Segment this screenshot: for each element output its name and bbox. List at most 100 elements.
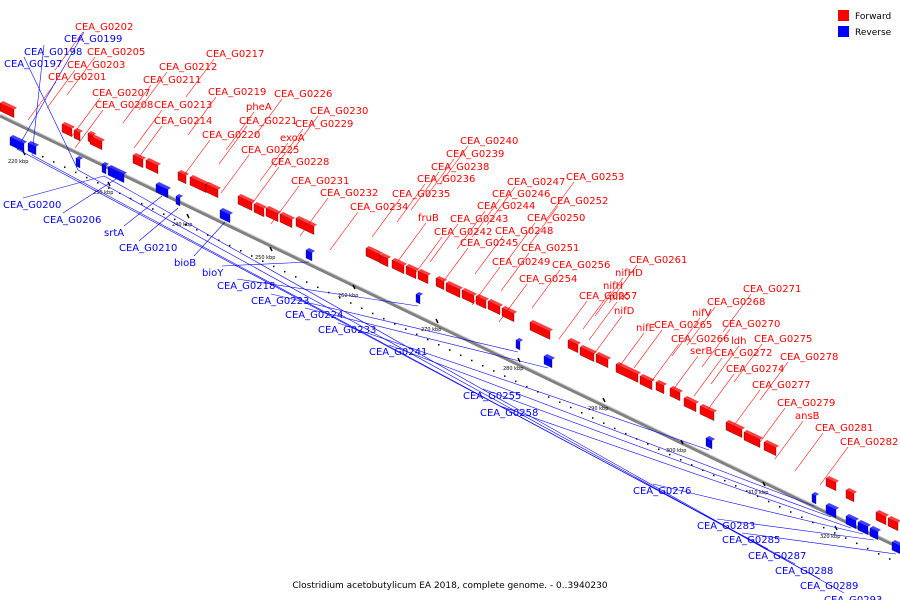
leader-line-forward <box>686 306 716 346</box>
gene-label-forward: CEA_G0254 <box>519 274 577 285</box>
gene-forward <box>825 476 839 491</box>
legend-reverse-label: Reverse <box>855 28 892 38</box>
tick-label: 260 kbp <box>338 293 358 299</box>
leader-line-forward <box>410 171 440 211</box>
leader-line-forward <box>439 145 469 185</box>
tick-mark <box>186 213 190 219</box>
gene-label-forward: CEA_G0235 <box>392 189 450 200</box>
minor-tick <box>768 500 770 503</box>
minor-tick <box>856 542 858 545</box>
gene-reverse <box>101 162 109 175</box>
gene-label-reverse: bioB <box>174 258 196 269</box>
leader-line-forward <box>27 81 57 121</box>
minor-tick <box>559 401 561 404</box>
leader-line-reverse <box>103 175 845 594</box>
leader-line-forward <box>220 154 250 194</box>
gene-forward <box>237 194 255 211</box>
gene-label-forward: CEA_G0208 <box>95 100 153 111</box>
leader-line-forward <box>615 332 645 372</box>
gene-label-forward: CEA_G0231 <box>291 176 349 187</box>
leader-line-forward <box>274 128 304 168</box>
leader-line-reverse <box>499 405 852 529</box>
gene-forward <box>763 440 779 456</box>
leader-line-forward <box>633 329 663 369</box>
gene-label-forward: CEA_G0205 <box>87 47 145 58</box>
leader-line-forward <box>693 357 723 397</box>
gene-forward <box>487 299 503 315</box>
gene-label-forward: CEA_G0274 <box>726 364 784 375</box>
gene-label-reverse: CEA_G0276 <box>633 486 691 497</box>
gene-label-reverse: CEA_G0258 <box>480 408 538 419</box>
gene-forward <box>132 153 146 168</box>
leader-line-forward <box>774 420 804 460</box>
minor-tick <box>845 537 847 539</box>
minor-tick <box>570 406 572 409</box>
gene-forward <box>615 362 641 383</box>
gene-label-reverse: CEA_G0206 <box>43 215 101 226</box>
gene-reverse <box>825 503 839 518</box>
gene-reverse <box>515 338 523 351</box>
leader-line-reverse <box>31 44 45 156</box>
gene-forward <box>205 182 221 198</box>
leader-line-forward <box>733 343 763 383</box>
leader-line-forward <box>329 211 359 251</box>
minor-tick <box>317 286 319 289</box>
minor-tick <box>53 161 55 163</box>
gene-label-forward: nifE <box>636 323 655 334</box>
minor-tick <box>581 411 583 414</box>
gene-forward <box>669 386 683 401</box>
gene-label-forward: CEA_G0202 <box>75 22 133 33</box>
minor-tick <box>372 312 374 315</box>
gene-label-forward: CEA_G0243 <box>450 214 508 225</box>
gene-forward <box>461 288 477 304</box>
gene-reverse <box>891 540 900 554</box>
gene-reverse <box>845 514 859 529</box>
minor-tick <box>823 526 825 529</box>
gene-forward <box>655 380 667 395</box>
minor-tick <box>691 464 693 466</box>
gene-reverse <box>543 354 555 369</box>
gene-label-forward: CEA_G0268 <box>707 297 765 308</box>
leader-line-forward <box>71 97 101 137</box>
minor-tick <box>493 370 495 372</box>
gene-label-forward: CEA_G0265 <box>654 320 712 331</box>
leader-line-forward <box>650 343 680 383</box>
tick-mark <box>269 246 273 252</box>
leader-line-forward <box>66 56 96 96</box>
gene-label-forward: CEA_G0225 <box>241 145 299 156</box>
backbone-highlight <box>0 113 900 547</box>
genome-backbone <box>0 113 900 550</box>
leader-line-forward <box>588 301 618 341</box>
minor-tick <box>812 521 814 524</box>
minor-tick <box>416 333 418 336</box>
leader-line-reverse <box>337 322 710 451</box>
leader-line-forward <box>439 247 469 287</box>
legend: Forward Reverse <box>838 10 892 38</box>
minor-tick <box>603 422 605 424</box>
minor-tick <box>273 265 275 268</box>
tick-mark <box>435 318 439 324</box>
gene-reverse <box>869 526 881 541</box>
tick-mark <box>602 397 606 403</box>
gene-label-forward: CEA_G0282 <box>840 437 898 448</box>
leader-line-forward <box>471 198 501 238</box>
gene-forward <box>887 516 900 531</box>
gene-label-forward: CEA_G0236 <box>417 174 475 185</box>
gene-label-forward: CEA_G0261 <box>629 255 687 266</box>
minor-tick <box>680 459 682 461</box>
tick-label: 270 kbp <box>421 327 441 333</box>
leader-line-forward <box>225 111 255 151</box>
leader-line-forward <box>756 407 786 447</box>
gene-forward <box>567 338 581 353</box>
minor-tick <box>427 338 429 341</box>
gene-label-reverse: CEA_G0283 <box>697 521 755 532</box>
leader-line-reverse <box>304 307 549 369</box>
gene-forward <box>683 396 699 412</box>
leader-line-reverse <box>22 175 105 199</box>
gene-label-forward: ansB <box>795 411 820 422</box>
leader-line-forward <box>46 69 76 109</box>
gene-label-forward: nifH <box>603 281 623 292</box>
minor-tick <box>218 239 220 242</box>
leader-line-forward <box>608 264 638 304</box>
tick-mark <box>834 525 838 531</box>
